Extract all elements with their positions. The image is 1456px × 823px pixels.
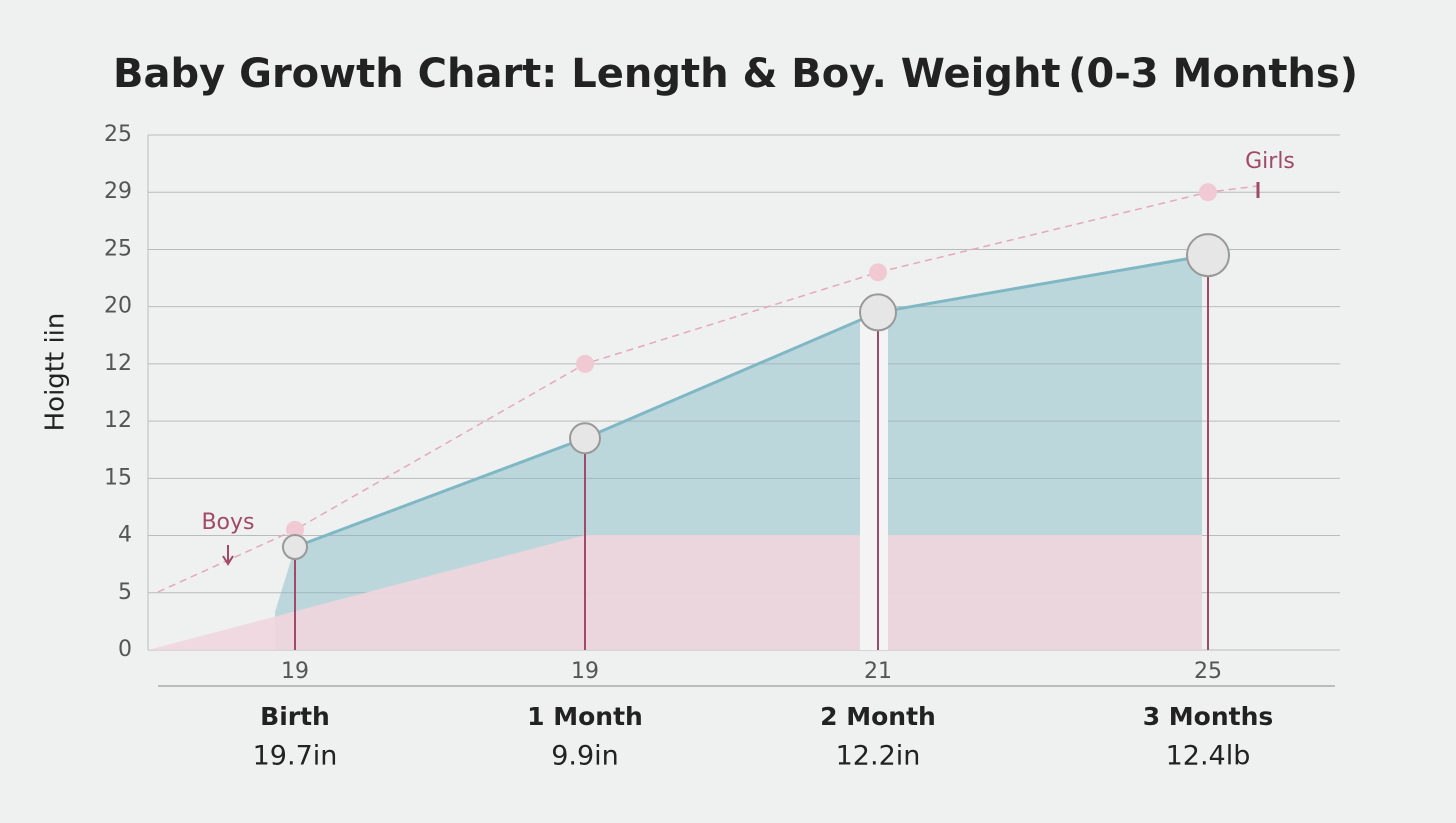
y-tick-label: 5	[118, 580, 132, 605]
y-tick-label: 0	[118, 637, 132, 662]
legend-arrow	[222, 545, 234, 566]
y-tick-label: 20	[104, 294, 132, 319]
boys-marker	[282, 534, 308, 560]
x-tick-label: Birth	[260, 702, 330, 731]
top-label: 25	[1194, 659, 1222, 684]
girls-marker	[286, 520, 304, 539]
y-tick-label: 15	[104, 465, 132, 490]
y-tick-label: 12	[104, 408, 132, 433]
x-tick-label: 1 Month	[527, 702, 643, 731]
girls-marker	[869, 263, 887, 282]
y-tick-label: 25	[104, 236, 132, 261]
category-note: 12.4lb	[1166, 741, 1251, 772]
plot: 0 5 4 15 12 12 20 25 29 25 19 Birth 19.7in 19 1 Month 9…	[104, 122, 1340, 772]
chart-title: Baby Growth Chart: Length & Boy. Weight	[113, 51, 1061, 97]
top-label: 21	[864, 659, 892, 684]
top-label: 19	[281, 659, 309, 684]
boys-marker	[859, 293, 897, 332]
y-tick-label: 25	[104, 122, 132, 147]
y-tick-label: 29	[104, 179, 132, 204]
category-note: 9.9in	[551, 741, 619, 772]
girls-marker	[1199, 183, 1217, 202]
legend-label: Boys	[201, 510, 254, 535]
top-label: 19	[571, 659, 599, 684]
x-tick-label: 2 Month	[820, 702, 936, 731]
chart-period: (0-3 Months)	[1068, 51, 1358, 97]
category-note: 12.2in	[836, 741, 921, 772]
y-tick-label: 4	[118, 523, 132, 548]
category-note: 19.7in	[253, 741, 338, 772]
y-tick-label: 12	[104, 351, 132, 376]
legend-label: Girls	[1245, 149, 1295, 174]
girls-marker	[576, 354, 594, 373]
band	[148, 535, 1202, 650]
boys-marker	[1186, 233, 1230, 278]
y-axis-label: Hoigtt iin	[41, 313, 71, 432]
x-tick-label: 3 Months	[1143, 702, 1274, 731]
line	[294, 253, 1209, 549]
boys-marker	[569, 422, 601, 455]
separator	[860, 300, 888, 650]
line	[157, 185, 1259, 593]
